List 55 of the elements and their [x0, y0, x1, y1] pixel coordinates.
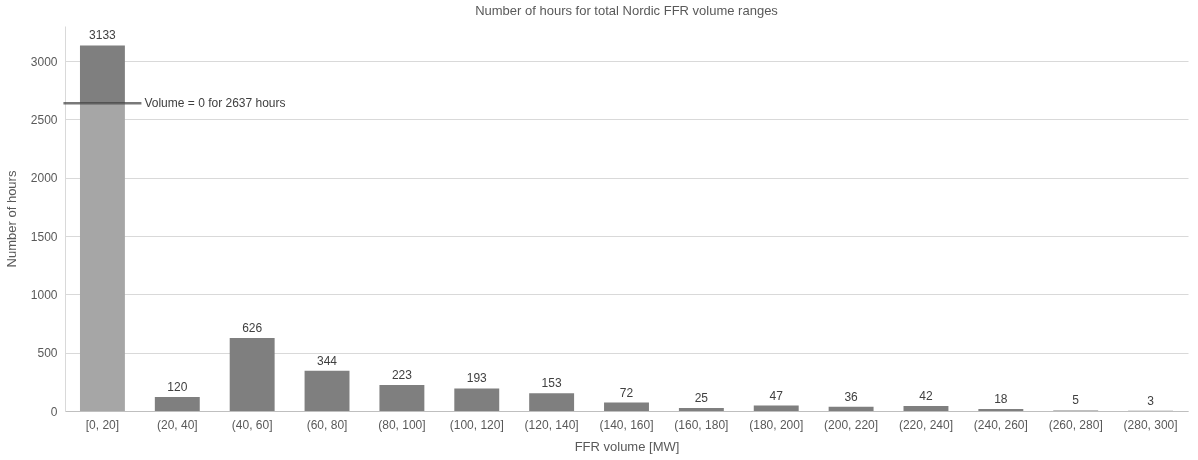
total-label: 47	[769, 388, 784, 403]
bar	[229, 337, 275, 411]
bar	[529, 393, 575, 411]
x-tick-label: (160, 180]	[674, 417, 729, 432]
total-label: 120	[167, 380, 188, 394]
total-label: 36	[844, 389, 859, 404]
total-label: 3133	[89, 28, 117, 43]
x-tick-label: (80, 100]	[378, 417, 426, 432]
bar	[379, 384, 425, 411]
x-tick-label: (200, 220]	[824, 417, 879, 432]
bar	[604, 402, 649, 411]
bar	[978, 408, 1024, 411]
x-tick-label: (60, 80]	[306, 417, 348, 432]
y-tick-label: 3000	[30, 54, 58, 69]
x-tick-label: (280, 300]	[1123, 417, 1178, 432]
x-tick-label: (180, 200]	[749, 417, 804, 432]
bar	[154, 397, 200, 411]
bar	[753, 405, 799, 411]
x-tick-label: (140, 160]	[599, 417, 654, 432]
x-tick-label: (20, 40]	[156, 417, 198, 432]
x-tick-label: (260, 280]	[1048, 417, 1103, 432]
ref-line-label: Volume = 0 for 2637 hours	[144, 96, 286, 111]
x-tick-label: (240, 260]	[973, 417, 1028, 432]
bar	[678, 408, 724, 411]
chart-title: Number of hours for total Nordic FFR volume ranges	[475, 3, 779, 18]
total-label: 18	[994, 391, 1008, 406]
bar	[79, 103, 125, 411]
total-label: 42	[919, 389, 933, 404]
bar	[828, 406, 874, 411]
x-axis-title: FFR volume [MW]	[574, 438, 680, 454]
total-label: 344	[317, 353, 338, 368]
bar	[454, 388, 500, 411]
total-label: 223	[391, 367, 413, 382]
total-label: 72	[619, 385, 634, 400]
bar	[304, 370, 350, 411]
bar	[903, 406, 949, 411]
bar	[79, 45, 125, 104]
total-label: 3	[1147, 393, 1155, 408]
y-tick-label: 1500	[30, 229, 58, 244]
x-tick-label: (120, 140]	[524, 417, 579, 432]
total-label: 5	[1072, 393, 1080, 408]
y-tick-label: 500	[37, 346, 58, 361]
total-label: 626	[242, 320, 263, 335]
x-tick-label: (100, 120]	[449, 417, 504, 432]
x-tick-label: [0, 20]	[85, 417, 120, 432]
y-tick-label: 2000	[30, 171, 58, 186]
total-label: 153	[541, 376, 562, 391]
x-tick-label: (40, 60]	[231, 417, 273, 432]
total-label: 193	[466, 371, 488, 386]
y-axis-title: Number of hours	[3, 170, 19, 268]
y-tick-label: 1000	[30, 287, 58, 302]
x-tick-label: (220, 240]	[898, 417, 953, 432]
y-tick-label: 2500	[30, 112, 58, 127]
total-label: 25	[694, 391, 709, 406]
y-tick-label: 0	[50, 404, 58, 419]
